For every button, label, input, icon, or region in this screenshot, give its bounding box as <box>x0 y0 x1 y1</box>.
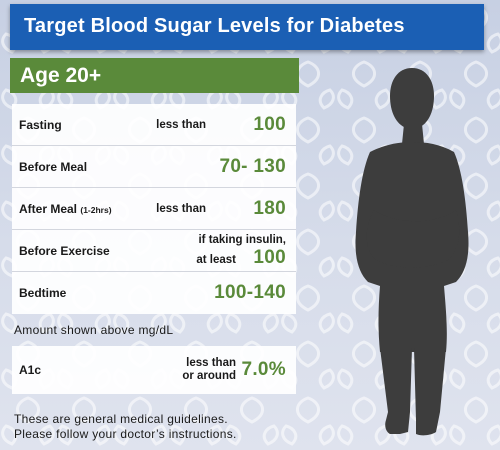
row-label: Bedtime <box>19 286 67 300</box>
row-value: 100 <box>253 113 286 135</box>
disclaimer-line1: These are general medical guidelines. <box>14 412 228 426</box>
age-group-bar: Age 20+ <box>10 58 299 93</box>
age-group-label: Age 20+ <box>20 64 102 87</box>
a1c-panel: A1c less than or around 7.0% <box>12 346 296 394</box>
row-label: After Meal (1-2hrs) <box>19 202 112 216</box>
a1c-value: 7.0% <box>241 359 286 380</box>
row-value: 70- 130 <box>219 155 286 177</box>
title-bar: Target Blood Sugar Levels for Diabetes <box>10 4 484 50</box>
person-silhouette-icon <box>355 68 469 436</box>
row-value: 100 <box>253 247 286 268</box>
row-label-text: After Meal <box>19 201 78 216</box>
row-qualifier-line2: at least <box>196 254 236 266</box>
a1c-label: A1c <box>19 363 42 377</box>
row-value: 180 <box>253 197 286 219</box>
row-bedtime: Bedtime 100-140 <box>12 272 296 314</box>
a1c-qualifier-line2: or around <box>182 370 236 382</box>
row-fasting: Fasting less than 100 <box>12 104 296 146</box>
row-label: Before Meal <box>19 159 88 174</box>
row-qualifier-line1: if taking insulin, <box>198 234 286 246</box>
row-qualifier: less than <box>156 119 206 131</box>
row-value: 100-140 <box>214 282 286 303</box>
row-after-meal: After Meal (1-2hrs) less than 180 <box>12 188 296 230</box>
row-label: Fasting <box>19 117 62 132</box>
units-note: Amount shown above mg/dL <box>14 323 174 337</box>
page-title: Target Blood Sugar Levels for Diabetes <box>24 15 405 37</box>
row-label-sub: (1-2hrs) <box>80 204 112 215</box>
levels-panel: Fasting less than 100 Before Meal 70- 13… <box>12 104 296 314</box>
a1c-qualifier-line1: less than <box>186 357 236 369</box>
row-before-meal: Before Meal 70- 130 <box>12 146 296 188</box>
row-qualifier: less than <box>156 203 206 215</box>
row-label: Before Exercise <box>19 243 110 258</box>
disclaimer-line2: Please follow your doctor’s instructions… <box>14 427 237 441</box>
row-before-exercise: Before Exercise if taking insulin, at le… <box>12 230 296 272</box>
